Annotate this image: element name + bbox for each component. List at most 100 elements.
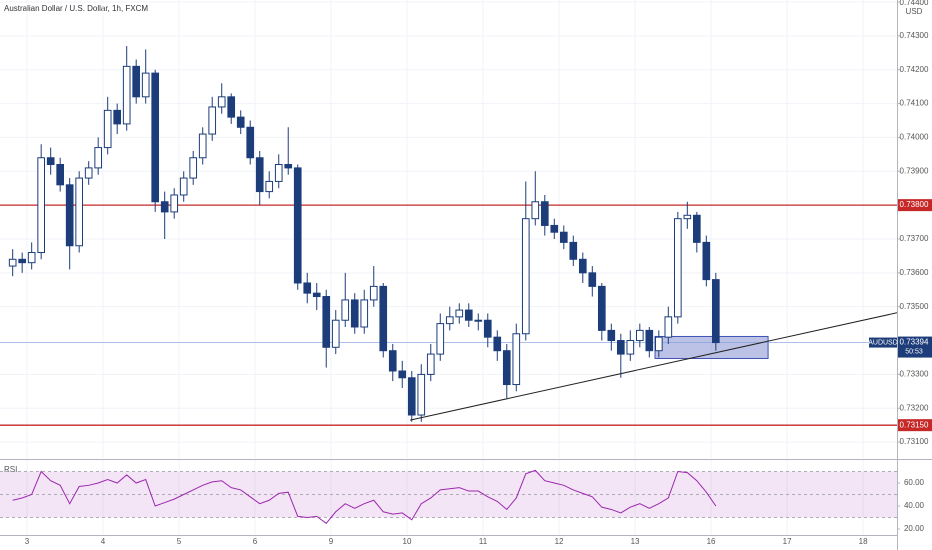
candle-body <box>588 272 597 287</box>
candle-body <box>350 299 359 328</box>
candle-body <box>303 282 312 294</box>
candle-body <box>255 157 264 193</box>
candle-body <box>597 285 606 331</box>
x-tick-label: 6 <box>253 537 258 546</box>
candle-body <box>75 177 84 247</box>
candle-body <box>56 164 65 186</box>
candle-body <box>236 116 245 128</box>
symbol-label-box <box>869 337 897 348</box>
candle-body <box>559 231 568 243</box>
candle-body <box>531 201 540 220</box>
x-tick-label: 18 <box>859 537 868 546</box>
candle-body <box>379 285 388 352</box>
candle-body <box>217 96 226 108</box>
y-tick-label: 0.74300 <box>900 31 929 40</box>
candle-body <box>445 316 454 325</box>
candle-body <box>369 285 378 301</box>
indicator-name: RSI <box>4 465 17 474</box>
y-tick-label: 0.73200 <box>900 403 929 412</box>
candle-body <box>712 279 720 344</box>
y-tick-label: 0.73600 <box>900 268 929 277</box>
x-tick-label: 13 <box>631 537 640 546</box>
candle-body <box>569 241 578 260</box>
candle-body <box>664 316 673 338</box>
x-tick-label: 4 <box>101 537 106 546</box>
candle-body <box>702 241 711 281</box>
candle-body <box>103 109 112 149</box>
price-label: 0.73800 <box>900 200 929 209</box>
candle-body <box>673 218 682 318</box>
chart-title: Australian Dollar / U.S. Dollar, 1h, FXC… <box>4 4 148 13</box>
candle-body <box>246 126 255 159</box>
candle-body <box>284 164 293 169</box>
x-tick-label: 17 <box>783 537 792 546</box>
candle-body <box>274 164 283 182</box>
candle-body <box>616 340 625 355</box>
y-tick-label: 0.73700 <box>900 234 929 243</box>
x-tick-label: 16 <box>707 537 716 546</box>
rsi-band <box>0 471 897 518</box>
candle-body <box>94 147 103 169</box>
candle-body <box>170 194 179 213</box>
candle-body <box>179 177 188 196</box>
candle-body <box>227 96 236 118</box>
candle-body <box>322 296 331 348</box>
x-tick-label: 12 <box>555 537 564 546</box>
candle-body <box>208 106 217 135</box>
candle-body <box>426 353 435 375</box>
candle-body <box>122 65 131 125</box>
candle-body <box>692 214 701 243</box>
price-label: 0.73150 <box>900 420 929 429</box>
candle-body <box>635 329 644 342</box>
rsi-line <box>12 469 717 524</box>
candle-body <box>455 309 464 318</box>
candle-body <box>464 309 473 321</box>
x-tick-label: 10 <box>403 537 412 546</box>
x-tick-label: 9 <box>329 537 334 546</box>
candle-body <box>151 72 160 203</box>
candle-body <box>27 252 36 264</box>
rsi-tick-label: 20.00 <box>904 524 925 533</box>
candle-body <box>493 336 502 352</box>
price-label-box <box>898 199 932 212</box>
y-unit: USD <box>906 7 923 16</box>
candle-body <box>388 350 397 372</box>
candle-body <box>65 184 74 247</box>
candle-body <box>84 167 93 179</box>
candle-body <box>417 373 426 416</box>
candle-body <box>502 350 511 386</box>
x-tick-label: 3 <box>25 537 30 546</box>
countdown-label: 50:53 <box>905 348 923 355</box>
candle-body <box>46 157 55 166</box>
rsi-tick-label: 60.00 <box>904 478 925 487</box>
candle-body <box>18 258 26 264</box>
candle-body <box>189 157 198 179</box>
candle-body <box>341 299 350 321</box>
candle-body <box>265 180 274 193</box>
y-tick-label: 0.73900 <box>900 166 929 175</box>
candle-body <box>132 65 141 98</box>
y-tick-label: 0.74200 <box>900 65 929 74</box>
candle-body <box>141 72 150 98</box>
y-tick-label: 0.74400 <box>900 0 929 7</box>
symbol-label: AUDUSD <box>868 339 898 346</box>
candle-body <box>512 333 521 386</box>
candle-body <box>550 224 559 233</box>
y-tick-label: 0.73300 <box>900 369 929 378</box>
candle-body <box>626 340 635 355</box>
y-tick-label: 0.74000 <box>900 133 929 142</box>
candle-body <box>113 109 122 125</box>
candle-body <box>312 292 321 298</box>
candle-body <box>398 370 407 379</box>
current-price-box <box>898 336 932 358</box>
candle-body <box>436 323 445 355</box>
rsi-tick-label: 40.00 <box>904 501 925 510</box>
trendline <box>410 312 898 421</box>
candle-body <box>37 157 46 254</box>
candle-body <box>540 201 549 226</box>
candle-body <box>645 329 654 352</box>
candle-body <box>683 214 692 220</box>
candle-body <box>331 319 340 348</box>
x-tick-label: 5 <box>177 537 182 546</box>
